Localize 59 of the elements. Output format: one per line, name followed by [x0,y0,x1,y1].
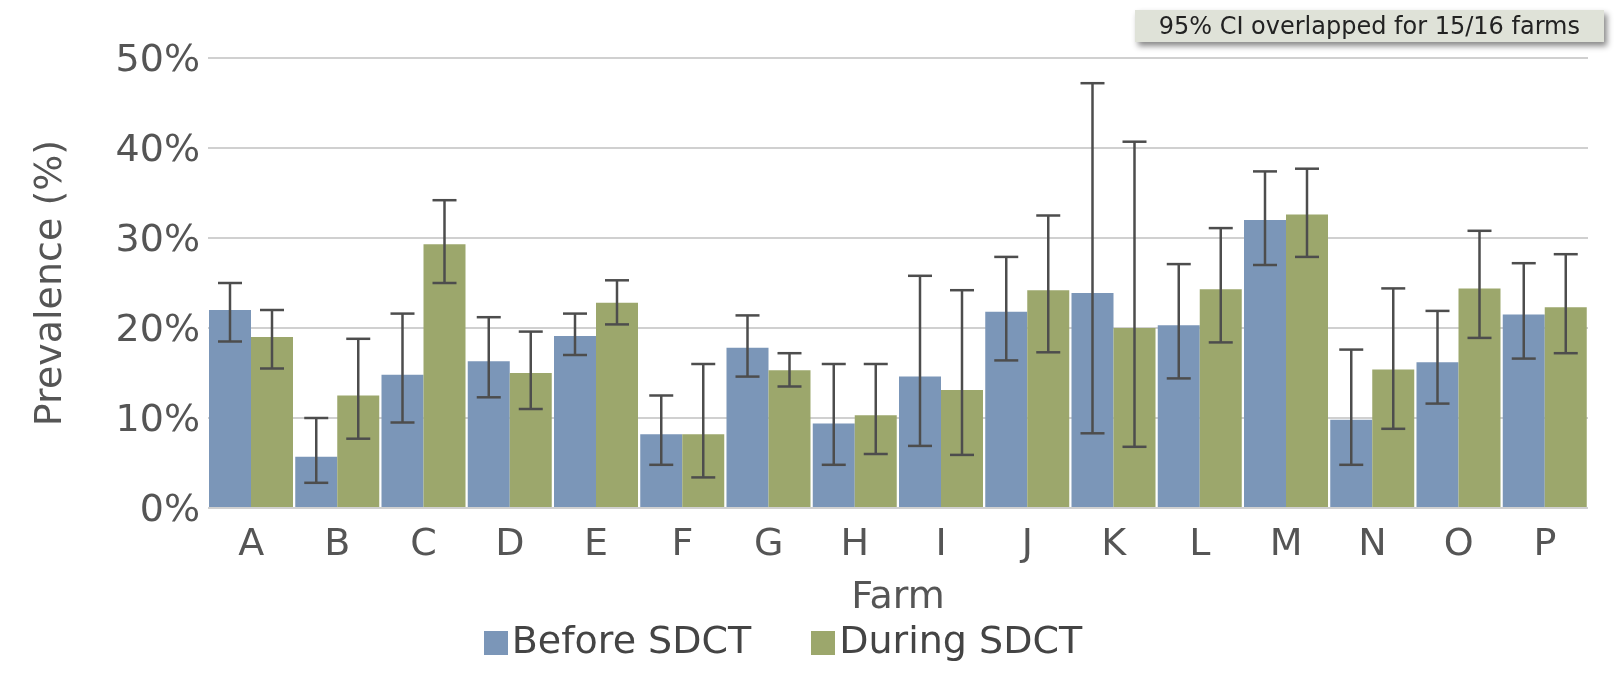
x-tick-label: I [935,519,947,564]
bar [209,310,251,508]
x-tick-label: H [840,519,870,564]
bar [1113,328,1156,508]
bar [596,302,638,508]
bar [1372,369,1415,508]
bar [423,244,466,508]
x-tick-label: D [495,519,525,564]
bar [640,434,683,508]
x-tick-label: J [1019,519,1033,564]
x-tick-label: B [324,519,351,564]
bar [1458,288,1501,508]
x-tick-label: L [1189,519,1211,564]
bar [381,374,424,508]
x-tick-label: F [671,519,694,564]
bar [985,311,1028,508]
bar [941,390,983,508]
bar [1502,314,1545,508]
legend-label: During SDCT [839,618,1083,662]
bar [295,456,338,508]
legend-label: Before SDCT [511,618,752,662]
bar [682,434,725,508]
x-tick-label: C [410,519,437,564]
bar [251,337,293,508]
bar [1199,289,1242,508]
bar [726,347,769,508]
bar [1027,290,1070,508]
x-tick-label: K [1101,519,1128,564]
x-tick-label: G [753,519,784,564]
bar [899,376,941,508]
bar [509,373,552,508]
x-tick-label: A [238,519,265,564]
y-tick-label: 10% [115,396,200,441]
y-tick-label: 20% [115,306,200,351]
bar [467,361,510,508]
bar [812,423,855,508]
bar [854,415,897,508]
x-tick-label: O [1443,519,1474,564]
y-tick-label: 50% [115,36,200,81]
bar [1330,419,1373,508]
bar [554,336,596,508]
x-tick-label: P [1533,519,1557,564]
bar [1416,362,1459,508]
x-tick-label: E [584,519,609,564]
y-tick-label: 40% [115,126,200,171]
bar [1244,220,1286,508]
bar [1157,325,1200,508]
bar [1544,307,1587,508]
bar [1071,292,1114,508]
x-axis-title: Farm [851,573,945,617]
x-tick-label: M [1269,519,1303,564]
bar [337,395,380,508]
x-tick-label: N [1358,519,1387,564]
text: 95% CI overlapped for 15/16 farms [1134,10,1604,42]
y-axis-title: Prevalence (%) [26,139,71,427]
bar [1286,214,1328,508]
y-tick-label: 0% [139,486,200,531]
bar [768,370,811,508]
y-tick-label: 30% [115,216,200,261]
